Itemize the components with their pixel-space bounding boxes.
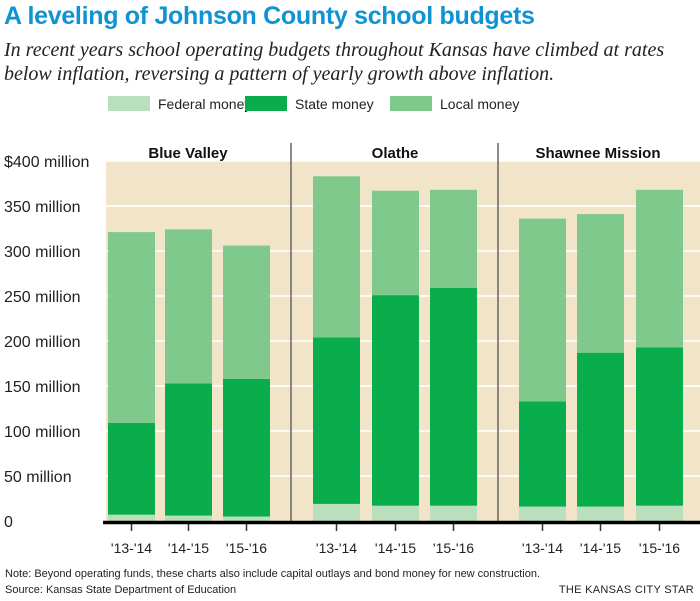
bar-federal-money — [577, 506, 624, 521]
bar-local-money — [519, 218, 566, 402]
bar-local-money — [636, 189, 683, 348]
y-tick-label: $400 million — [4, 154, 89, 171]
legend-swatch-1 — [245, 96, 287, 111]
y-tick-label: 250 million — [4, 289, 80, 306]
bar-state-money — [313, 337, 360, 504]
bar-local-money — [313, 176, 360, 338]
bar-state-money — [372, 295, 419, 506]
chart-title: A leveling of Johnson County school budg… — [4, 2, 535, 30]
bar-federal-money — [372, 505, 419, 521]
bar-federal-money — [313, 503, 360, 521]
bar-federal-money — [108, 514, 155, 521]
legend-label-0: Federal money — [158, 96, 251, 112]
y-tick-label: 50 million — [4, 469, 72, 486]
bar-local-money — [372, 190, 419, 296]
legend-swatch-2 — [390, 96, 432, 111]
bar-federal-money — [636, 505, 683, 521]
y-tick-label: 200 million — [4, 334, 80, 351]
y-tick-label: 100 million — [4, 424, 80, 441]
group-label: Olathe — [372, 145, 419, 162]
source-note: Source: Kansas State Department of Educa… — [5, 584, 237, 596]
chart-subtitle: In recent years school operating budgets… — [4, 39, 665, 85]
bar-state-money — [165, 383, 212, 516]
x-tick-label: '14-'15 — [168, 540, 209, 556]
x-tick-label: '13-'14 — [316, 540, 357, 556]
bar-local-money — [108, 232, 155, 423]
bar-federal-money — [223, 516, 270, 521]
bar-state-money — [577, 352, 624, 507]
x-tick-label: '15-'16 — [639, 540, 680, 556]
publisher-credit: THE KANSAS CITY STAR — [558, 584, 694, 596]
y-tick-label: 150 million — [4, 379, 80, 396]
group-label: Blue Valley — [148, 145, 228, 162]
bar-state-money — [519, 401, 566, 507]
bar-local-money — [430, 189, 477, 288]
bar-federal-money — [165, 515, 212, 521]
legend-label-1: State money — [295, 96, 374, 112]
bar-state-money — [108, 422, 155, 515]
bar-federal-money — [519, 506, 566, 521]
bar-state-money — [430, 287, 477, 506]
x-tick-label: '13-'14 — [522, 540, 563, 556]
bar-state-money — [636, 347, 683, 506]
legend-label-2: Local money — [440, 96, 519, 112]
footnote: Note: Beyond operating funds, these char… — [5, 568, 541, 580]
bar-federal-money — [430, 505, 477, 521]
y-tick-label: 0 — [4, 514, 13, 531]
x-tick-label: '13-'14 — [111, 540, 152, 556]
x-tick-label: '14-'15 — [375, 540, 416, 556]
x-tick-label: '15-'16 — [226, 540, 267, 556]
x-tick-label: '14-'15 — [580, 540, 621, 556]
bar-local-money — [577, 214, 624, 353]
group-label: Shawnee Mission — [535, 145, 660, 162]
bar-state-money — [223, 378, 270, 517]
y-tick-label: 300 million — [4, 244, 80, 261]
bar-local-money — [223, 245, 270, 379]
x-tick-label: '15-'16 — [433, 540, 474, 556]
y-tick-label: 350 million — [4, 199, 80, 216]
bar-local-money — [165, 229, 212, 384]
legend-swatch-0 — [108, 96, 150, 111]
